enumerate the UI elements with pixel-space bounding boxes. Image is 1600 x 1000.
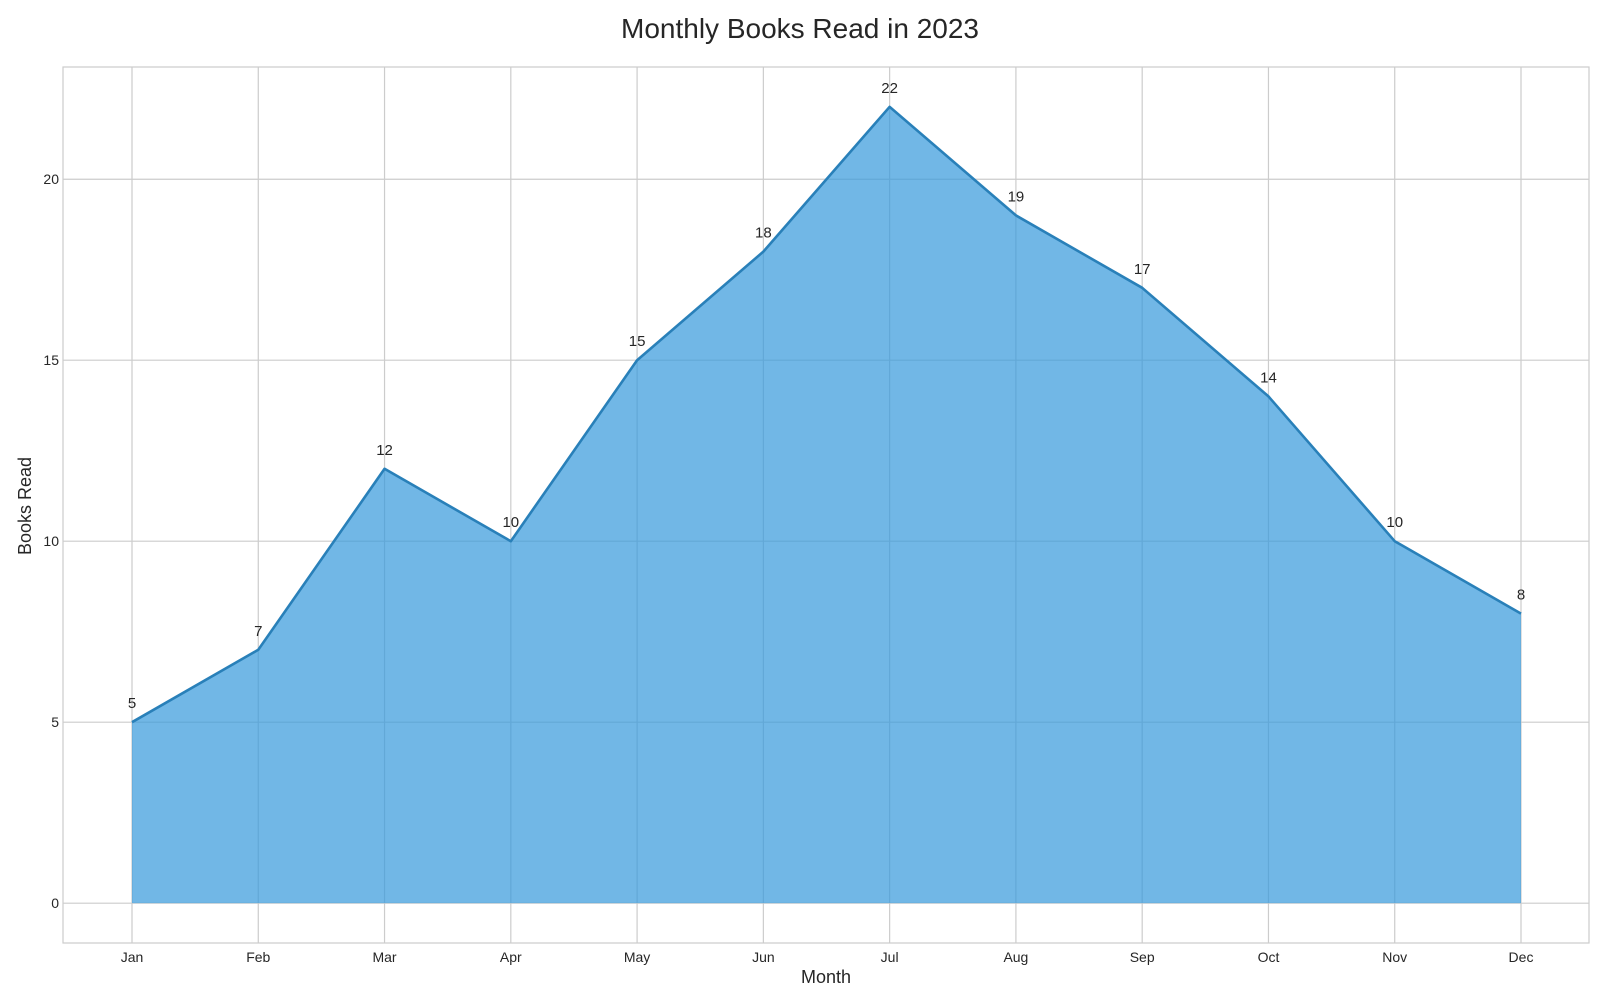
x-tick-label: Aug <box>1003 949 1028 965</box>
x-tick-label: May <box>624 949 650 965</box>
area-fill <box>132 106 1521 904</box>
plot-frame <box>62 66 1590 944</box>
y-tick-label: 15 <box>43 352 59 368</box>
axis-ticks: 0 5 10 15 20 Jan Feb Mar Apr May Jun Jul Aug Sep Oct No… <box>43 171 1533 965</box>
data-label: 17 <box>1134 261 1151 278</box>
x-tick-label: Jul <box>881 949 899 965</box>
data-label: 10 <box>502 514 519 531</box>
data-label: 8 <box>1517 587 1525 604</box>
x-tick-label: Sep <box>1130 949 1155 965</box>
data-label: 15 <box>629 333 646 350</box>
data-label: 19 <box>1008 188 1025 205</box>
x-tick-label: Nov <box>1382 949 1407 965</box>
y-tick-label: 20 <box>43 171 59 187</box>
area-series <box>131 105 1522 904</box>
x-tick-label: Jan <box>121 949 144 965</box>
series-line <box>131 105 1522 724</box>
x-tick-label: Mar <box>372 949 396 965</box>
chart-title: Monthly Books Read in 2023 <box>621 13 979 44</box>
x-tick-label: Feb <box>246 949 270 965</box>
x-tick-label: Oct <box>1258 949 1280 965</box>
x-tick-label: Dec <box>1509 949 1534 965</box>
x-tick-label: Apr <box>500 949 522 965</box>
y-tick-label: 5 <box>51 714 59 730</box>
data-label: 22 <box>881 80 898 97</box>
y-tick-label: 10 <box>43 533 59 549</box>
data-label: 14 <box>1260 369 1277 386</box>
data-label: 12 <box>376 442 393 459</box>
y-tick-label: 0 <box>51 895 59 911</box>
x-tick-label: Jun <box>752 949 775 965</box>
data-label: 10 <box>1386 514 1403 531</box>
x-axis-title: Month <box>801 967 851 987</box>
data-label: 7 <box>254 623 262 640</box>
y-axis-title: Books Read <box>15 457 35 555</box>
data-labels: 5 7 12 10 15 18 22 19 17 14 10 8 <box>128 80 1525 712</box>
data-label: 5 <box>128 695 136 712</box>
data-label: 18 <box>755 225 772 242</box>
